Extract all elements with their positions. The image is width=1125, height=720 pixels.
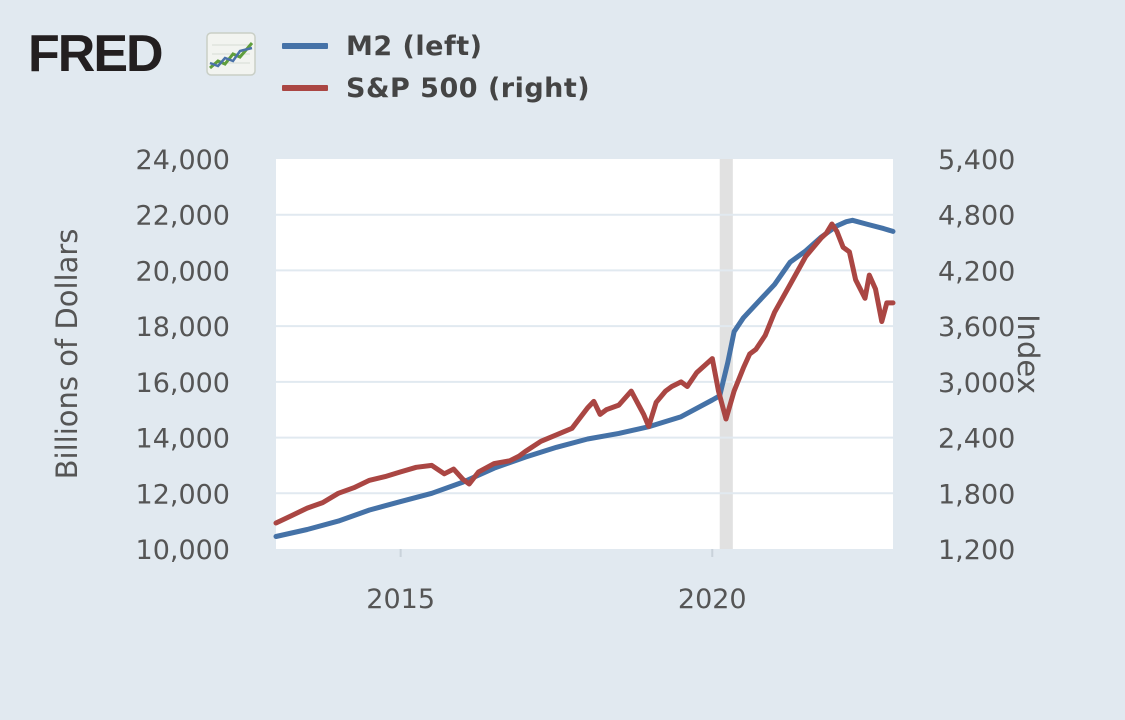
y-left-tick-label: 10,000 bbox=[136, 535, 230, 566]
y-left-tick-label: 24,000 bbox=[136, 145, 230, 176]
y-right-tick-label: 3,000 bbox=[938, 368, 1015, 399]
legend-label-m2: M2 (left) bbox=[346, 30, 483, 62]
y-left-tick-label: 18,000 bbox=[136, 312, 230, 343]
fred-logo[interactable]: FRED bbox=[28, 26, 260, 82]
legend-swatch-sp500 bbox=[282, 85, 328, 91]
y-left-tick-label: 16,000 bbox=[136, 368, 230, 399]
y-left-axis-title: Billions of Dollars bbox=[50, 229, 84, 480]
y-right-tick-label: 1,800 bbox=[938, 479, 1015, 510]
legend-label-sp500: S&P 500 (right) bbox=[346, 72, 591, 104]
x-tick-label: 2015 bbox=[366, 584, 435, 615]
series-line-sp500[interactable] bbox=[273, 221, 896, 526]
line-chart-icon bbox=[206, 32, 256, 76]
y-left-tick-label: 12,000 bbox=[136, 479, 230, 510]
recession-shading bbox=[719, 159, 733, 549]
y-right-tick-label: 5,400 bbox=[938, 145, 1015, 176]
plot-area bbox=[276, 159, 893, 549]
y-right-tick-label: 1,200 bbox=[938, 535, 1015, 566]
x-tick-label: 2020 bbox=[678, 584, 747, 615]
fred-logo-text: FRED bbox=[28, 25, 164, 83]
legend-item-m2[interactable]: M2 (left) bbox=[282, 30, 482, 62]
legend-item-sp500[interactable]: S&P 500 (right) bbox=[282, 72, 590, 104]
y-right-axis-title: Index bbox=[1011, 314, 1045, 394]
y-left-tick-label: 20,000 bbox=[136, 256, 230, 287]
y-right-tick-label: 4,800 bbox=[938, 201, 1015, 232]
legend-swatch-m2 bbox=[282, 43, 328, 49]
y-left-tick-label: 14,000 bbox=[136, 424, 230, 455]
y-left-tick-label: 22,000 bbox=[136, 201, 230, 232]
y-right-tick-label: 2,400 bbox=[938, 424, 1015, 455]
series-line-m2[interactable] bbox=[273, 217, 896, 539]
y-right-tick-label: 4,200 bbox=[938, 256, 1015, 287]
y-right-tick-label: 3,600 bbox=[938, 312, 1015, 343]
